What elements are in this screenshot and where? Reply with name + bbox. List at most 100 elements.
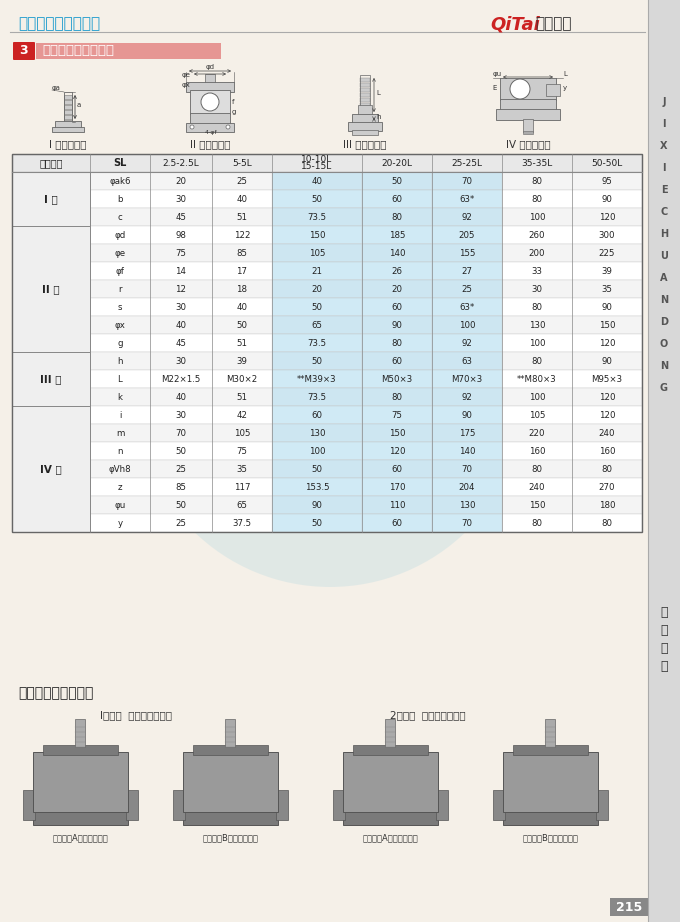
Text: 70: 70: [462, 176, 473, 185]
Bar: [362, 316, 432, 334]
Text: 140: 140: [459, 446, 475, 455]
Text: 70: 70: [462, 518, 473, 527]
Text: 105: 105: [234, 429, 250, 438]
Text: 65: 65: [311, 321, 322, 329]
Text: 100: 100: [529, 393, 545, 401]
Text: 51: 51: [237, 212, 248, 221]
Text: 械: 械: [660, 623, 668, 636]
Text: 75: 75: [175, 249, 186, 257]
Text: QiTai: QiTai: [490, 16, 540, 34]
Bar: [12, 154, 642, 172]
Bar: [272, 388, 362, 406]
Bar: [12, 352, 642, 370]
Text: 80: 80: [532, 465, 543, 474]
Text: 45: 45: [175, 212, 186, 221]
Bar: [272, 442, 362, 460]
Text: 92: 92: [462, 212, 473, 221]
Text: 25-25L: 25-25L: [452, 159, 483, 168]
Text: 40: 40: [175, 393, 186, 401]
Text: 80: 80: [532, 176, 543, 185]
Bar: [33, 810, 128, 825]
Text: 150: 150: [529, 501, 545, 510]
Text: 51: 51: [237, 338, 248, 348]
Bar: [12, 244, 642, 262]
Bar: [362, 352, 432, 370]
Bar: [362, 280, 432, 298]
Bar: [272, 514, 362, 532]
Bar: [272, 244, 362, 262]
Bar: [272, 208, 362, 226]
Text: 117: 117: [234, 482, 250, 491]
Text: 270: 270: [599, 482, 615, 491]
Text: h: h: [376, 114, 381, 120]
Bar: [496, 109, 560, 120]
Text: 100: 100: [529, 338, 545, 348]
Text: i: i: [119, 410, 121, 420]
Text: 155: 155: [459, 249, 475, 257]
Text: 25: 25: [462, 285, 473, 293]
Text: A: A: [660, 273, 668, 283]
Text: g: g: [232, 109, 237, 115]
Bar: [205, 74, 215, 84]
Bar: [272, 190, 362, 208]
Text: 80: 80: [392, 212, 403, 221]
Bar: [360, 103, 370, 107]
Text: SL: SL: [114, 158, 126, 168]
Text: y: y: [563, 85, 567, 91]
Bar: [523, 119, 533, 132]
Bar: [432, 262, 502, 280]
Bar: [272, 172, 362, 190]
Text: N: N: [660, 361, 668, 371]
Bar: [52, 127, 84, 132]
Text: h: h: [117, 357, 123, 365]
Bar: [64, 95, 72, 99]
Bar: [64, 110, 72, 114]
Text: 27: 27: [462, 266, 473, 276]
Text: 130: 130: [529, 321, 545, 329]
Bar: [33, 752, 128, 812]
Bar: [183, 752, 278, 812]
Text: 300: 300: [599, 230, 615, 240]
Bar: [610, 898, 648, 916]
Bar: [503, 810, 598, 825]
Text: 20-20L: 20-20L: [381, 159, 413, 168]
Bar: [362, 226, 432, 244]
Text: 51: 51: [237, 393, 248, 401]
Bar: [432, 460, 502, 478]
Bar: [500, 99, 556, 110]
Text: 150: 150: [389, 429, 405, 438]
Bar: [55, 121, 81, 128]
Text: 30: 30: [175, 357, 186, 365]
Bar: [126, 790, 138, 820]
Text: 122: 122: [234, 230, 250, 240]
Text: φu: φu: [114, 501, 126, 510]
Text: 50-50L: 50-50L: [592, 159, 623, 168]
Text: 30: 30: [175, 195, 186, 204]
Text: φf: φf: [116, 266, 124, 276]
Text: s: s: [118, 302, 122, 312]
Bar: [272, 460, 362, 478]
Text: 60: 60: [392, 195, 403, 204]
Text: 结构型式与装配方式: 结构型式与装配方式: [18, 686, 93, 700]
Text: n: n: [117, 446, 123, 455]
Text: 14: 14: [175, 266, 186, 276]
Text: 95: 95: [602, 176, 613, 185]
Text: 120: 120: [389, 446, 405, 455]
Text: φd: φd: [205, 64, 214, 70]
Text: 90: 90: [392, 321, 403, 329]
Text: 50: 50: [311, 195, 322, 204]
Text: 200: 200: [529, 249, 545, 257]
Text: 85: 85: [237, 249, 248, 257]
Text: 丝杆头部型式及尺寸: 丝杆头部型式及尺寸: [42, 44, 114, 57]
Bar: [12, 478, 642, 496]
Text: k: k: [118, 393, 122, 401]
Text: z: z: [118, 482, 122, 491]
Text: 204: 204: [459, 482, 475, 491]
Text: 90: 90: [462, 410, 473, 420]
Bar: [343, 752, 438, 812]
Text: 75: 75: [237, 446, 248, 455]
Bar: [12, 496, 642, 514]
Text: 50: 50: [175, 501, 186, 510]
Text: 175: 175: [459, 429, 475, 438]
Text: 215: 215: [616, 901, 642, 914]
